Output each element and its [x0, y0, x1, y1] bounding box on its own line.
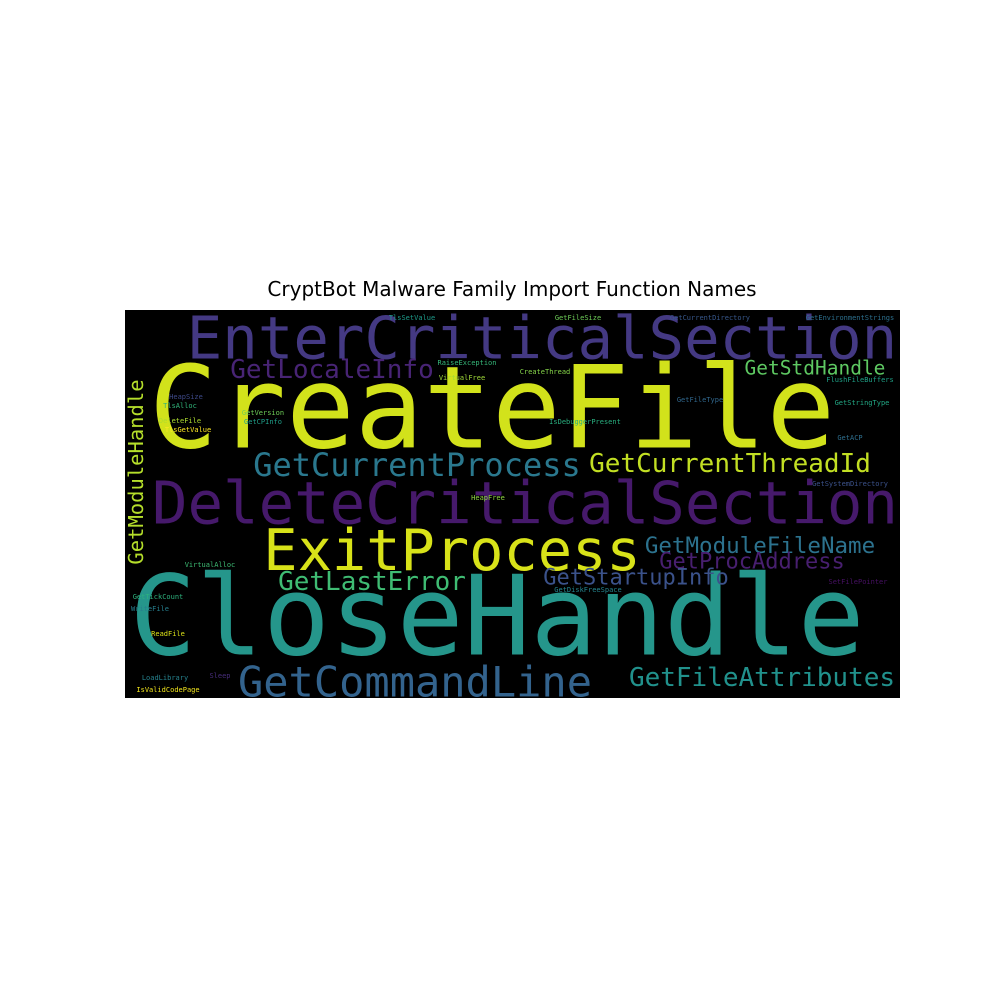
word: HeapFree — [471, 494, 505, 502]
word: HeapSize — [169, 393, 203, 401]
word: GetEnvironmentStrings — [806, 314, 895, 322]
word: GetCPInfo — [244, 418, 282, 426]
word: GetTickCount — [133, 593, 184, 601]
word: GetLocaleInfo — [230, 355, 434, 385]
word: GetCommandLine — [238, 658, 592, 707]
word: GetLastError — [278, 567, 466, 597]
word-cloud: CreateFile CloseHandle DeleteCriticalSecti… — [124, 304, 898, 707]
word: IsDebuggerPresent — [549, 418, 621, 426]
word: VirtualFree — [439, 374, 485, 382]
word: TlsAlloc — [163, 402, 197, 410]
word: VirtualAlloc — [185, 561, 236, 569]
chart-title: CryptBot Malware Family Import Function … — [267, 277, 756, 301]
word: ExitProcess — [263, 518, 641, 584]
word: CreateThread — [520, 368, 571, 376]
word: Sleep — [209, 672, 230, 680]
word: DeleteCriticalSection — [152, 469, 898, 538]
word: GetStdHandle — [745, 357, 886, 380]
word: GetModuleFileName — [645, 533, 875, 559]
word: RaiseException — [437, 359, 496, 367]
word: IsValidCodePage — [136, 686, 199, 694]
cloud-background — [125, 310, 900, 698]
word: GetDiskFreeSpace — [554, 586, 621, 594]
word: GetStringType — [835, 399, 890, 407]
word: GetCurrentDirectory — [670, 314, 750, 322]
word: DeleteFile — [159, 417, 201, 425]
word: GetStartupInfo — [543, 566, 728, 591]
word: GetFileAttributes — [629, 663, 895, 693]
word: CreateFile — [149, 342, 835, 475]
word: EnterCriticalSection — [187, 304, 897, 373]
word: TlsSetValue — [389, 314, 435, 322]
word: GetFileType — [677, 396, 723, 404]
word: GetACP — [837, 434, 862, 442]
word: GetCurrentProcess — [253, 446, 581, 484]
word: GetModuleHandle — [124, 379, 148, 564]
word: GetVersion — [242, 409, 284, 417]
word: GetCurrentThreadId — [589, 449, 871, 479]
word: LoadLibrary — [142, 674, 188, 682]
word: GetSystemDirectory — [812, 480, 888, 488]
word: GetFileSize — [555, 314, 601, 322]
word: ReadFile — [151, 630, 185, 638]
word: CloseHandle — [129, 553, 864, 682]
word: TlsGetValue — [165, 426, 211, 434]
word: FlushFileBuffers — [826, 376, 893, 384]
word: SetFilePointer — [828, 578, 887, 586]
word: GetProcAddress — [659, 550, 844, 575]
word: WriteFile — [131, 605, 169, 613]
